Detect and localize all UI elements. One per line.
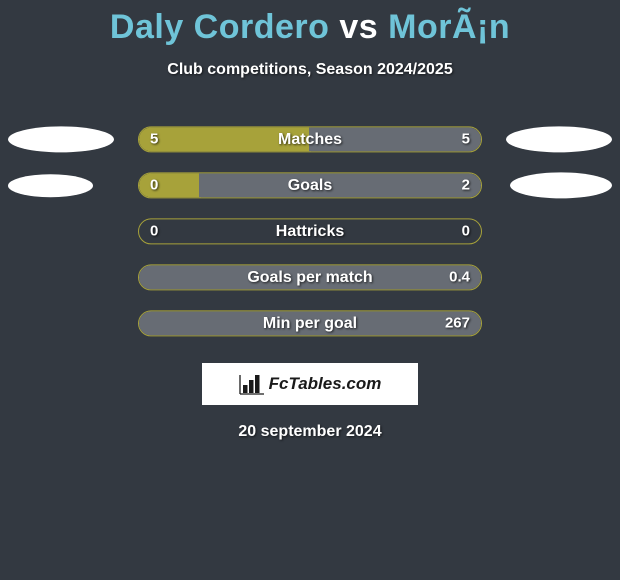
player2-name: MorÃ¡n [388, 8, 510, 46]
stat-label: Goals per match [247, 269, 372, 287]
stat-value-right: 267 [445, 310, 470, 336]
stat-row: 0 0 Hattricks [0, 211, 620, 257]
stat-value-left: 0 [150, 218, 158, 244]
stat-row: 0 2 Goals [0, 165, 620, 211]
comparison-title: Daly Cordero vs MorÃ¡n [0, 0, 620, 47]
stat-value-right: 2 [462, 172, 470, 198]
stat-row: 267 Min per goal [0, 303, 620, 349]
vs-text: vs [339, 8, 388, 46]
comparison-chart: 5 5 Matches 0 2 Goals 0 0 Hattricks 0.4 Goals per … [0, 119, 620, 349]
stat-value-right: 5 [462, 126, 470, 152]
stat-bar-left [139, 173, 201, 197]
stat-label: Goals [288, 177, 332, 195]
bars-icon [239, 373, 265, 395]
subtitle: Club competitions, Season 2024/2025 [0, 61, 620, 79]
player1-ellipse [8, 174, 93, 197]
stat-label: Matches [278, 131, 342, 149]
player2-ellipse [510, 172, 612, 198]
stat-value-left: 5 [150, 126, 158, 152]
stat-label: Hattricks [276, 223, 344, 241]
stat-row: 5 5 Matches [0, 119, 620, 165]
brand-box[interactable]: FcTables.com [202, 363, 418, 405]
brand-text: FcTables.com [269, 374, 382, 394]
stat-value-right: 0.4 [449, 264, 470, 290]
stat-row: 0.4 Goals per match [0, 257, 620, 303]
stat-label: Min per goal [263, 315, 357, 333]
stat-bar-right [199, 173, 481, 197]
player1-ellipse [8, 126, 114, 152]
date-text: 20 september 2024 [0, 423, 620, 441]
player1-name: Daly Cordero [110, 8, 330, 46]
stat-value-left: 0 [150, 172, 158, 198]
stat-value-right: 0 [462, 218, 470, 244]
player2-ellipse [506, 126, 612, 152]
